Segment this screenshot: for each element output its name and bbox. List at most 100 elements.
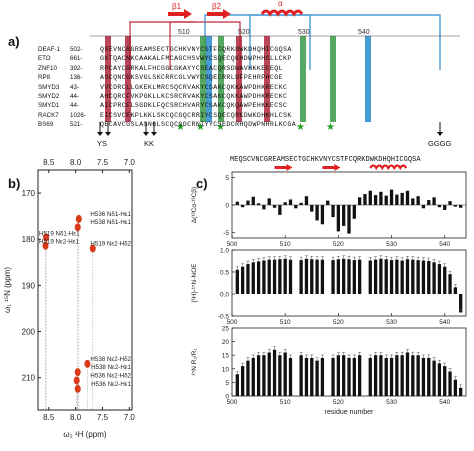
data-bar xyxy=(272,259,277,294)
data-bar xyxy=(267,259,271,294)
peak-label: H519 Nε2-Hδ2 xyxy=(90,240,131,247)
sequence-residues: VVCDRCLLGKEKLMRCSQCRVAKYCSAKCQKKAWPDHKRE… xyxy=(100,83,288,91)
x-tick-label: 510 xyxy=(280,319,291,326)
x-tick-label: 500 xyxy=(227,399,238,406)
y-axis-label: Δ(¹³Cα-¹³Cβ) xyxy=(191,187,198,223)
sequence-residues: EICSVCEKPLKKLSKCQCGQCRRIYCSQECQRKDWKDHKH… xyxy=(100,111,292,119)
data-bar xyxy=(320,205,325,225)
x-tick-label: 500 xyxy=(227,241,238,248)
sequence-start: 661- xyxy=(70,55,83,63)
svg-text:★: ★ xyxy=(196,122,205,133)
y-tick-label: 190 xyxy=(22,281,36,290)
x-tick-label: 540 xyxy=(439,399,450,406)
alpha-helix-glyph xyxy=(369,164,408,171)
ruler-ticks: 510 520 530 540 xyxy=(178,29,370,36)
data-bar xyxy=(379,258,383,294)
panel-c-sequence: MEQSCVNCGREAMSECTGCHKVNYCSTFCQRKDWKDHQHI… xyxy=(230,156,421,164)
peak-label: H538 Nε2-Hδ2 xyxy=(90,356,131,363)
y-tick-label: 0.0 xyxy=(220,292,229,299)
data-bar xyxy=(432,197,436,205)
svg-text:★: ★ xyxy=(216,122,225,133)
peak-label: H538 Nδ1-Hε1 xyxy=(90,219,131,226)
data-bar xyxy=(251,262,255,294)
data-bar xyxy=(256,261,261,294)
y-tick-label: -0.5 xyxy=(218,314,230,321)
x-axis-label: ω₂ ¹H (ppm) xyxy=(63,430,106,439)
svg-text:★: ★ xyxy=(326,122,335,133)
x-tick-label-bottom: 8.5 xyxy=(43,413,55,422)
data-bar xyxy=(421,357,426,396)
x-tick-label: 530 xyxy=(386,399,397,406)
data-bar xyxy=(368,260,372,294)
data-bar xyxy=(288,259,293,294)
data-bar xyxy=(240,205,245,208)
data-bar xyxy=(283,258,287,294)
hsqc-peak xyxy=(89,244,96,253)
hsqc-peak xyxy=(73,376,80,385)
beta1-label: β1 xyxy=(172,2,182,11)
data-bar xyxy=(256,355,261,396)
alpha-label: α xyxy=(278,0,283,8)
data-bar xyxy=(405,352,410,396)
data-bar xyxy=(267,198,271,205)
data-bar xyxy=(299,202,303,205)
data-bar xyxy=(310,205,314,212)
data-bar xyxy=(416,260,420,294)
data-bar xyxy=(453,287,458,294)
data-bar xyxy=(246,360,250,396)
data-bar xyxy=(459,205,463,208)
alignment-row: DEAF-1 502- QSEVNCRGREAMSECTGCHKVNYCSTFCQR… xyxy=(38,38,292,56)
data-bar xyxy=(373,259,378,294)
data-bar xyxy=(267,352,271,396)
data-bar xyxy=(448,371,452,396)
beta1-arrow xyxy=(168,9,192,19)
data-bar xyxy=(315,205,319,221)
beta2-label: β2 xyxy=(212,2,222,11)
data-bar xyxy=(342,205,346,226)
sequence-name: SMYD1 xyxy=(38,102,60,110)
data-bar xyxy=(352,205,356,219)
y-tick-label: 210 xyxy=(22,374,36,383)
data-bar xyxy=(299,355,303,396)
y-tick-label: 0.5 xyxy=(220,270,229,277)
sequence-name: RP8 xyxy=(38,74,51,82)
data-bar xyxy=(443,366,447,396)
x-axis-label: residue number xyxy=(325,409,374,416)
y-tick-label: 1.0 xyxy=(220,248,229,255)
data-bar xyxy=(347,357,351,396)
data-bar xyxy=(304,258,309,294)
mutation-arrows xyxy=(99,122,441,132)
alignment-row: SMYD3 43- VVCDRCLLGKEKLMRCSQCRVAKYCSAKCQKK… xyxy=(38,76,287,94)
data-bar xyxy=(272,349,277,396)
sequence-name: SMYD2 xyxy=(38,93,60,100)
y-tick-label: 20 xyxy=(222,339,230,346)
data-bar xyxy=(384,357,388,396)
data-bar xyxy=(315,360,319,396)
data-bar xyxy=(336,355,341,396)
data-bar xyxy=(411,198,415,205)
x-tick-label-bottom: 7.0 xyxy=(124,413,136,422)
sequence-start: 521- xyxy=(70,121,83,129)
peak-label: H538 Nε2-Hε1 xyxy=(91,364,131,371)
x-tick-label: 520 xyxy=(333,399,344,406)
alignment-row: RACK7 1026- EICSVCEKPLKKLSKCQCGQCRRIYCSQEC… xyxy=(38,104,292,122)
peak-label: H536 Nε2-Hε1 xyxy=(91,381,131,388)
data-bar xyxy=(294,205,298,209)
data-bar xyxy=(357,197,362,205)
data-bar xyxy=(326,200,330,205)
hsqc-frame xyxy=(37,169,133,411)
ruler-mark-520: 520 xyxy=(238,29,250,36)
x-tick-label: 540 xyxy=(439,241,450,248)
data-bar xyxy=(347,259,351,294)
data-bar xyxy=(283,202,287,205)
alpha-helix-glyph xyxy=(260,9,304,17)
mutation-ys: YS xyxy=(97,139,107,148)
y-axis-label: ¹⁵N R₂/R₁ xyxy=(191,348,198,376)
sequence-name: SMYD3 xyxy=(38,83,60,91)
data-bar xyxy=(320,357,325,396)
data-bar xyxy=(368,190,372,205)
x-tick-label: 520 xyxy=(333,241,344,248)
sequence-name: ETO xyxy=(38,55,51,63)
y-tick-label: 0 xyxy=(225,394,229,401)
data-bar xyxy=(379,191,383,205)
